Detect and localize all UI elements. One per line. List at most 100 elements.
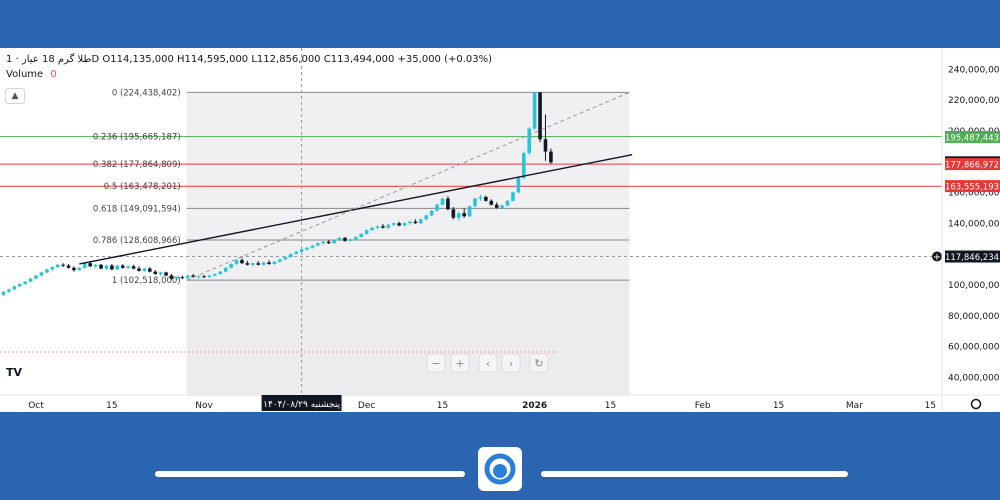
- candle-body[interactable]: [104, 265, 109, 269]
- candle-body[interactable]: [505, 200, 510, 206]
- candle-body[interactable]: [148, 268, 152, 272]
- candle-body[interactable]: [538, 92, 542, 140]
- plus-circle-icon[interactable]: [932, 251, 942, 262]
- candle-body[interactable]: [185, 275, 190, 278]
- minus-button[interactable]: [426, 353, 446, 373]
- candle-body[interactable]: [7, 289, 11, 292]
- candle-body[interactable]: [435, 204, 439, 211]
- candle-body[interactable]: [164, 272, 168, 276]
- candle-body[interactable]: [326, 241, 331, 244]
- candle-body[interactable]: [348, 239, 353, 241]
- symbol-label[interactable]: طلا گرم 18 عیار · 1D: [6, 54, 100, 65]
- trend-line[interactable]: [79, 153, 633, 265]
- candle-body[interactable]: [28, 278, 33, 282]
- candle-body[interactable]: [278, 259, 282, 262]
- candle-body[interactable]: [467, 206, 472, 217]
- reset-button[interactable]: [529, 353, 549, 373]
- candle-body[interactable]: [153, 271, 158, 274]
- candle-body[interactable]: [294, 251, 298, 254]
- chart-panel[interactable]: 240,000,000220,000,000200,000,000180,000…: [0, 48, 1000, 412]
- candle-body[interactable]: [207, 275, 212, 278]
- candle-body[interactable]: [93, 264, 98, 267]
- candle-body[interactable]: [158, 272, 163, 274]
- candle-body[interactable]: [397, 223, 401, 226]
- candle-body[interactable]: [267, 262, 271, 264]
- candle-body[interactable]: [12, 286, 17, 290]
- plus-button[interactable]: [450, 353, 470, 373]
- candle-body[interactable]: [353, 237, 358, 240]
- candle-body[interactable]: [137, 268, 141, 271]
- candle-body[interactable]: [61, 264, 65, 266]
- candle-body[interactable]: [543, 139, 548, 152]
- candle-body[interactable]: [473, 198, 477, 207]
- candle-body[interactable]: [261, 262, 266, 265]
- candle-body[interactable]: [223, 267, 228, 272]
- candle-body[interactable]: [34, 275, 38, 279]
- candle-body[interactable]: [99, 264, 103, 269]
- candle-body[interactable]: [175, 277, 179, 279]
- candle-body[interactable]: [131, 266, 136, 269]
- candle-body[interactable]: [375, 226, 380, 228]
- candle-body[interactable]: [343, 237, 347, 241]
- candle-body[interactable]: [218, 271, 223, 274]
- candle-body[interactable]: [234, 260, 239, 264]
- candle-body[interactable]: [72, 267, 76, 271]
- candle-body[interactable]: [391, 223, 396, 225]
- candle-body[interactable]: [196, 276, 201, 278]
- candle-body[interactable]: [429, 210, 434, 216]
- candle-body[interactable]: [527, 128, 532, 154]
- candle-body[interactable]: [440, 198, 445, 205]
- gear-icon[interactable]: [970, 398, 982, 410]
- candle-body[interactable]: [142, 268, 147, 271]
- candle-body[interactable]: [202, 276, 206, 278]
- candle-body[interactable]: [299, 249, 304, 252]
- candle-body[interactable]: [229, 263, 233, 268]
- candle-body[interactable]: [364, 230, 369, 234]
- candle-body[interactable]: [126, 266, 130, 268]
- candle-body[interactable]: [402, 223, 407, 226]
- volume-label[interactable]: Volume: [6, 69, 44, 80]
- right-button[interactable]: [501, 353, 521, 373]
- candle-body[interactable]: [45, 269, 49, 273]
- candle-body[interactable]: [413, 221, 418, 224]
- candle-body[interactable]: [446, 198, 450, 210]
- candle-body[interactable]: [549, 151, 553, 163]
- candle-body[interactable]: [1, 291, 6, 295]
- candle-body[interactable]: [240, 260, 244, 264]
- candle-body[interactable]: [511, 192, 515, 201]
- candle-body[interactable]: [251, 263, 255, 265]
- candle-body[interactable]: [213, 273, 217, 276]
- candle-body[interactable]: [288, 253, 293, 258]
- candle-body[interactable]: [419, 219, 423, 224]
- candle-body[interactable]: [110, 265, 114, 270]
- candle-body[interactable]: [88, 263, 92, 267]
- candle-body[interactable]: [256, 263, 261, 265]
- candle-body[interactable]: [169, 275, 174, 279]
- candle-body[interactable]: [82, 263, 87, 268]
- candle-body[interactable]: [17, 284, 22, 287]
- tradingview-logo-icon[interactable]: TV: [6, 366, 23, 379]
- candle-body[interactable]: [39, 272, 44, 276]
- candle-body[interactable]: [451, 209, 456, 218]
- candle-body[interactable]: [494, 204, 499, 208]
- candle-body[interactable]: [316, 243, 320, 246]
- candle-body[interactable]: [120, 265, 125, 268]
- candle-body[interactable]: [516, 177, 521, 193]
- candle-body[interactable]: [489, 200, 494, 205]
- candle-body[interactable]: [272, 261, 277, 264]
- candle-body[interactable]: [337, 237, 342, 241]
- candle-body[interactable]: [305, 247, 309, 250]
- candle-body[interactable]: [283, 257, 288, 260]
- chevron-up-icon[interactable]: ▲: [5, 88, 25, 104]
- candle-body[interactable]: [381, 226, 385, 228]
- candle-body[interactable]: [321, 241, 326, 244]
- candle-body[interactable]: [500, 205, 504, 208]
- candle-body[interactable]: [456, 213, 461, 218]
- candle-body[interactable]: [386, 224, 391, 228]
- candle-body[interactable]: [522, 153, 526, 178]
- candle-body[interactable]: [191, 275, 195, 278]
- candle-body[interactable]: [66, 265, 71, 268]
- candle-body[interactable]: [310, 245, 315, 248]
- candle-body[interactable]: [55, 264, 60, 268]
- candle-body[interactable]: [484, 196, 488, 201]
